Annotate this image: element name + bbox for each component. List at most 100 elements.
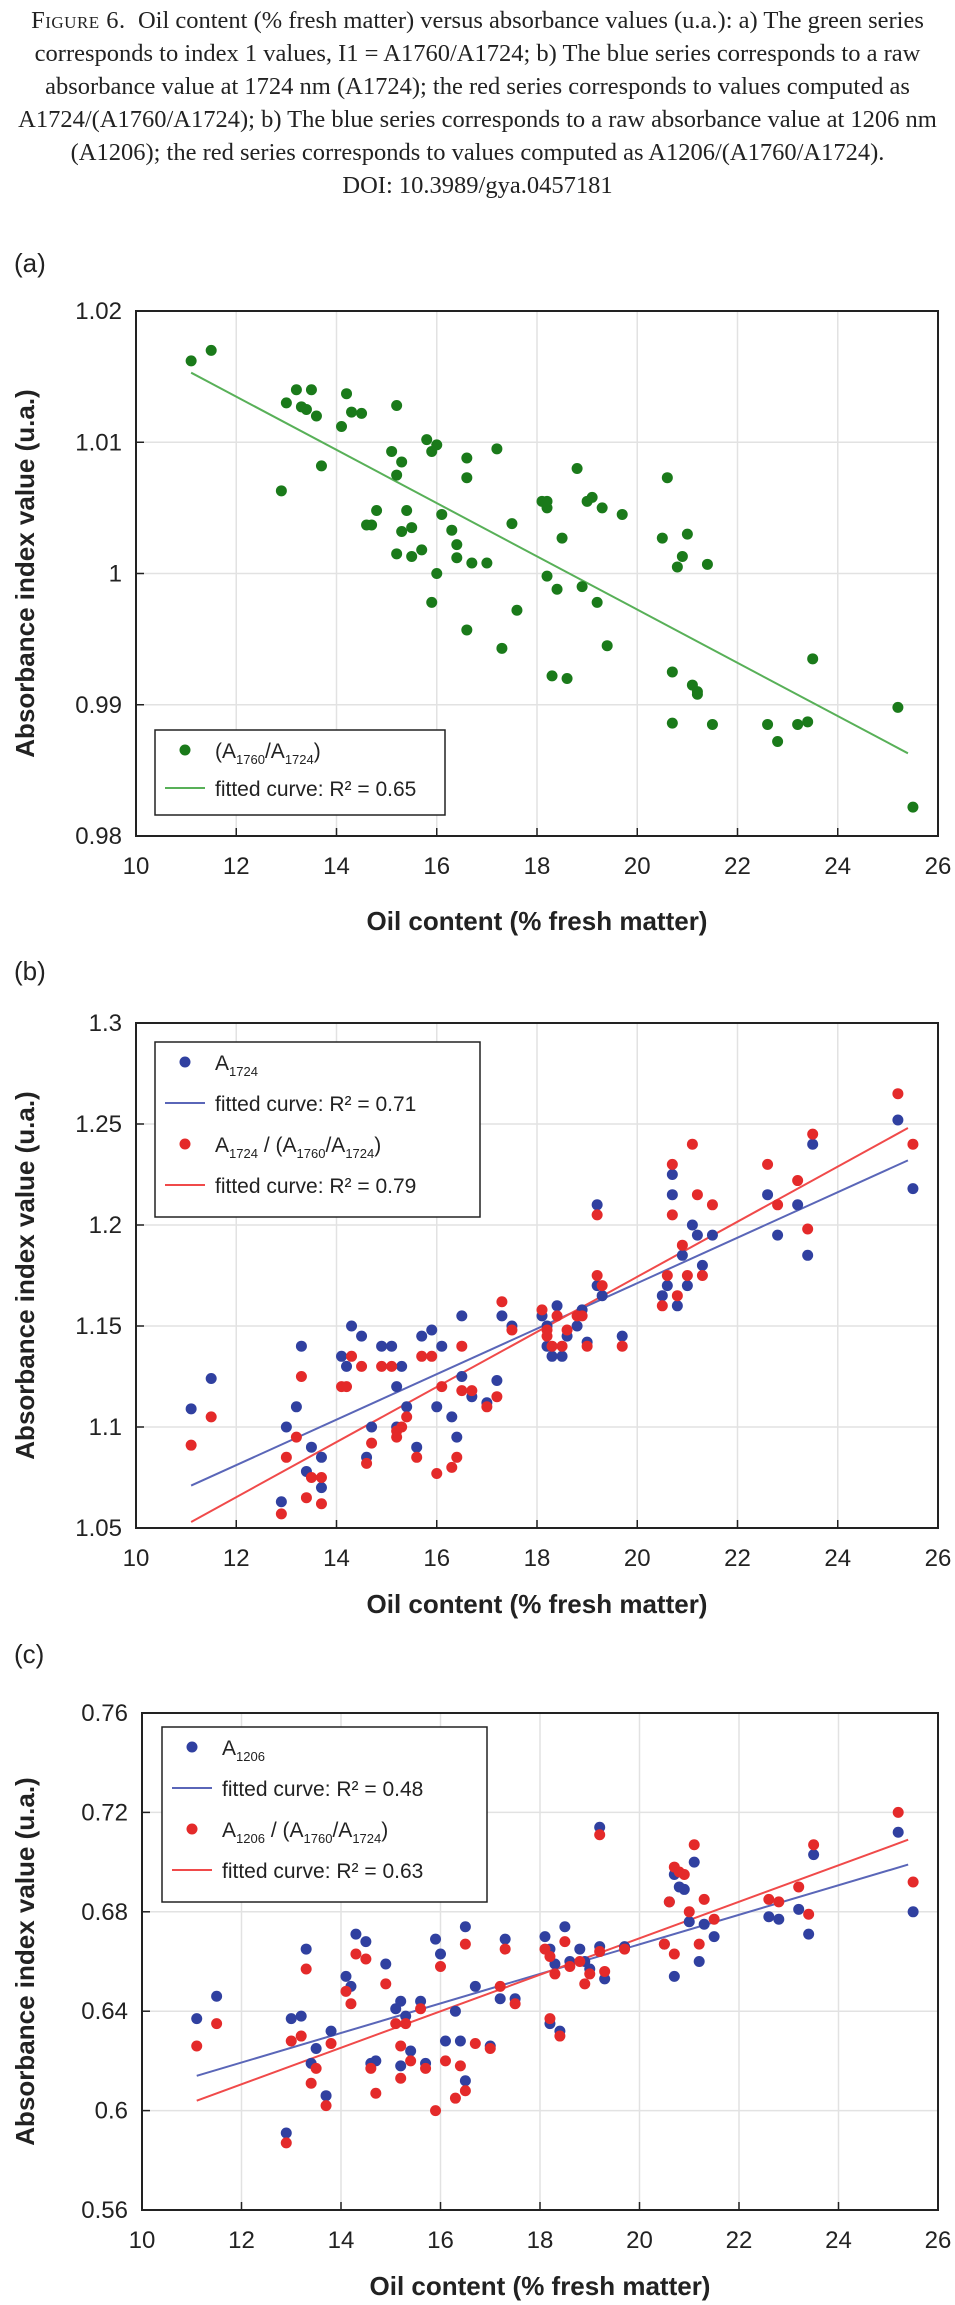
- legend-fit-label: fitted curve: R² = 0.79: [215, 1175, 416, 1198]
- data-point-red: [305, 1472, 317, 1483]
- y-tick-label: 1.1: [89, 1414, 122, 1441]
- data-point-red: [506, 1324, 518, 1336]
- data-point-green: [466, 557, 478, 569]
- data-point-blue: [386, 1340, 398, 1352]
- data-point-blue: [290, 1401, 302, 1413]
- data-point-blue: [499, 1933, 511, 1945]
- x-tick-label: 22: [726, 2227, 753, 2254]
- data-point-blue: [807, 1138, 819, 1150]
- data-point-red: [386, 1360, 398, 1372]
- y-tick-label: 1.2: [89, 1212, 122, 1239]
- data-point-blue: [439, 2035, 451, 2047]
- data-point-red: [676, 1239, 688, 1251]
- data-point-blue: [411, 1441, 423, 1453]
- data-point-red: [365, 2062, 377, 2074]
- legend-marker-green: [179, 744, 191, 756]
- data-point-blue: [696, 1259, 708, 1271]
- data-point-red: [275, 1508, 287, 1520]
- data-point-red: [802, 1223, 814, 1235]
- chart-panel-b: (b) 10 12 14 16 18 20 22 24 26 1.05 1.1 1.15 1.2 1.25 1…: [10, 956, 951, 1619]
- data-point-green: [185, 355, 197, 367]
- data-point-red: [706, 1199, 718, 1211]
- data-point-red: [686, 1138, 698, 1150]
- y-tick-label: 0.64: [81, 1998, 128, 2025]
- data-point-green: [596, 502, 608, 514]
- data-point-red: [658, 1938, 670, 1950]
- y-tick-label: 0.6: [95, 2098, 128, 2125]
- data-point-red: [396, 1421, 408, 1433]
- data-point-green: [461, 624, 473, 636]
- fitted-line-green: [190, 371, 909, 755]
- data-point-red: [391, 1431, 403, 1443]
- data-point-blue: [681, 1280, 693, 1292]
- x-tick-label: 18: [524, 853, 551, 880]
- data-point-blue: [892, 1826, 904, 1838]
- chart-panel-a: (a) 10 12 14 16 18 20 22 24 26 0.98 0.99 1 1.01 1.02 Oi…: [10, 248, 951, 936]
- data-point-blue: [676, 1249, 688, 1261]
- data-point-blue: [907, 1906, 919, 1918]
- data-point-blue: [686, 1219, 698, 1231]
- data-point-red: [554, 2030, 566, 2042]
- data-point-blue: [295, 1340, 307, 1352]
- x-tick-label: 26: [925, 853, 952, 880]
- x-tick-label: 16: [423, 1545, 450, 1572]
- data-point-red: [411, 1451, 423, 1463]
- data-point-red: [599, 1965, 611, 1977]
- data-point-blue: [340, 1970, 352, 1982]
- y-axis-title: Absorbance index value (u.a.): [10, 1777, 40, 2145]
- x-tick-label: 10: [123, 853, 150, 880]
- data-point-green: [461, 472, 473, 484]
- y-tick-label: 0.68: [81, 1899, 128, 1926]
- data-point-green: [436, 508, 448, 520]
- data-point-green: [341, 388, 353, 400]
- x-tick-label: 12: [228, 2227, 255, 2254]
- data-point-blue: [546, 1350, 558, 1362]
- data-point-green: [762, 718, 774, 730]
- data-point-green: [491, 443, 503, 455]
- data-point-green: [421, 434, 433, 446]
- data-point-red: [401, 1411, 413, 1423]
- data-point-red: [616, 1340, 628, 1352]
- data-point-green: [546, 670, 558, 682]
- x-axis-title: Oil content (% fresh matter): [367, 906, 708, 936]
- legend: fitted curve: R² = 0.48 fitted curve: R² …: [161, 1726, 488, 1903]
- data-point-red: [295, 1371, 307, 1382]
- data-point-red: [280, 1451, 292, 1463]
- legend-series-label: (A1760/A1724): [215, 740, 321, 767]
- data-point-red: [300, 1492, 312, 1504]
- data-point-red: [803, 1908, 815, 1920]
- data-point-red: [426, 1350, 438, 1362]
- data-point-red: [807, 1128, 819, 1140]
- data-point-red: [280, 2137, 292, 2149]
- data-point-green: [416, 544, 428, 556]
- x-tick-label: 22: [724, 1545, 751, 1572]
- data-point-red: [691, 1189, 703, 1201]
- data-point-red: [544, 2013, 556, 2025]
- data-point-green: [396, 456, 408, 468]
- data-point-red: [305, 2077, 317, 2089]
- data-point-green: [336, 421, 348, 432]
- data-point-blue: [315, 1482, 327, 1494]
- figure-caption: Figure 6. Oil content (% fresh matter) v…: [0, 0, 955, 202]
- data-point-red: [350, 1948, 362, 1960]
- data-point-blue: [346, 1320, 358, 1332]
- data-point-red: [892, 1806, 904, 1818]
- data-point-red: [449, 2092, 461, 2104]
- data-point-green: [366, 519, 378, 531]
- data-point-blue: [693, 1956, 705, 1967]
- data-point-blue: [435, 1948, 446, 1960]
- data-point-red: [708, 1913, 720, 1925]
- data-point-red: [693, 1938, 705, 1950]
- data-point-blue: [275, 1496, 287, 1508]
- data-point-green: [315, 460, 327, 472]
- data-point-blue: [559, 1921, 571, 1933]
- data-point-blue: [666, 1189, 678, 1201]
- data-point-green: [511, 604, 523, 616]
- data-point-blue: [773, 1913, 785, 1925]
- data-point-green: [346, 406, 358, 418]
- data-point-red: [561, 1324, 573, 1336]
- data-point-red: [546, 1340, 558, 1352]
- data-point-green: [310, 410, 322, 422]
- data-point-red: [370, 2087, 382, 2099]
- data-point-blue: [763, 1911, 775, 1923]
